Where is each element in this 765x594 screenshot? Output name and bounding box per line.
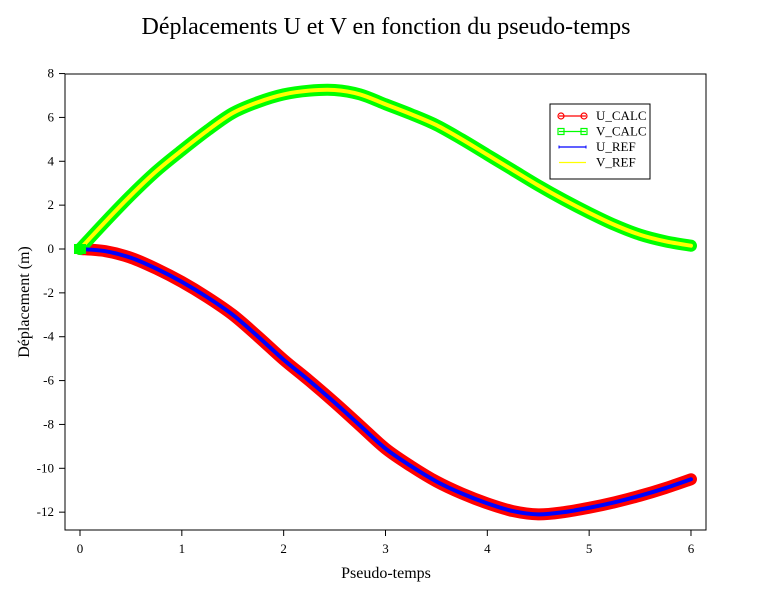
series-line-v-ref bbox=[78, 87, 693, 251]
x-tick-label: 0 bbox=[77, 541, 84, 556]
legend-item-u-calc: U_CALC bbox=[557, 108, 647, 123]
y-tick-label: -12 bbox=[37, 504, 54, 519]
y-tick-label: -2 bbox=[43, 285, 54, 300]
y-tick-label: 6 bbox=[48, 109, 55, 124]
series-line-u-ref bbox=[78, 247, 693, 517]
x-tick-label: 4 bbox=[484, 541, 491, 556]
y-tick-label: -6 bbox=[43, 373, 54, 388]
x-tick-label: 6 bbox=[688, 541, 695, 556]
legend-label: V_CALC bbox=[596, 124, 647, 139]
legend-item-u-ref: U_REF bbox=[558, 139, 636, 154]
legend-item-v-ref: V_REF bbox=[559, 155, 636, 170]
y-tick-label: -8 bbox=[43, 416, 54, 431]
series-line-u-calc bbox=[74, 243, 697, 521]
legend-label: V_REF bbox=[596, 155, 636, 170]
y-axis-label: Déplacement (m) bbox=[16, 246, 33, 358]
plot-area bbox=[74, 83, 697, 521]
y-axis: 8 6 4 2 0 -2 -4 -6 -8 -10 -12 bbox=[37, 66, 65, 519]
chart-title: Déplacements U et V en fonction du pseud… bbox=[142, 14, 631, 40]
legend-marker bbox=[580, 127, 588, 136]
y-tick-label: 8 bbox=[48, 66, 55, 81]
x-tick-label: 2 bbox=[280, 541, 287, 556]
y-tick-label: 2 bbox=[48, 197, 55, 212]
y-tick-label: 4 bbox=[48, 153, 55, 168]
x-tick-label: 3 bbox=[382, 541, 389, 556]
series-start-marker-v-calc bbox=[74, 244, 86, 254]
legend-marker bbox=[557, 127, 565, 136]
x-tick-label: 1 bbox=[179, 541, 186, 556]
y-tick-label: -4 bbox=[43, 329, 54, 344]
y-tick-label: -10 bbox=[37, 460, 54, 475]
legend-marker bbox=[580, 112, 588, 120]
legend-item-v-calc: V_CALC bbox=[557, 124, 647, 139]
x-tick-label: 5 bbox=[586, 541, 593, 556]
x-axis: 0 1 2 3 4 5 6 bbox=[77, 530, 695, 556]
legend-label: U_REF bbox=[596, 139, 636, 154]
y-tick-label: 0 bbox=[48, 241, 55, 256]
x-axis-label: Pseudo-temps bbox=[341, 565, 431, 582]
legend-label: U_CALC bbox=[596, 108, 647, 123]
legend-marker bbox=[557, 112, 565, 120]
